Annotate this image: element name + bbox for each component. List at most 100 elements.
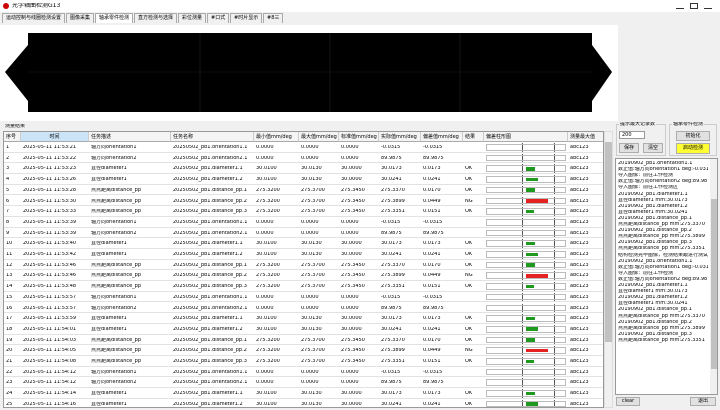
tab[interactable]: 直方检测与选择 bbox=[134, 13, 178, 23]
log-scroll-thumb[interactable] bbox=[711, 199, 717, 369]
table-cell: 直径diameter1 bbox=[91, 391, 127, 397]
table-cell: abc123 bbox=[570, 145, 589, 150]
column-header[interactable]: 结果 bbox=[463, 132, 484, 142]
log-line: 导入图像：前往工作检测区 bbox=[618, 185, 679, 191]
table-row[interactable] bbox=[4, 260, 603, 271]
table-row[interactable] bbox=[4, 303, 603, 314]
log-line: 点点距离distance_pp mm:275.3899 bbox=[618, 325, 705, 331]
column-header[interactable]: 最小值mm/deg bbox=[254, 132, 299, 142]
table-scroll-thumb[interactable] bbox=[605, 142, 612, 342]
table-cell: 0.0241 bbox=[423, 326, 441, 332]
table-cell: abc123 bbox=[570, 401, 589, 407]
table-row[interactable] bbox=[4, 345, 603, 356]
table-cell: 0.0241 bbox=[423, 177, 441, 183]
tab[interactable]: #口式 bbox=[207, 13, 230, 23]
table-cell: 轴方向orientation2 bbox=[91, 155, 137, 161]
table-row[interactable] bbox=[4, 367, 603, 378]
record-input[interactable]: 200 bbox=[619, 131, 645, 139]
table-cell: 16 bbox=[6, 305, 13, 311]
table-row[interactable] bbox=[4, 324, 603, 335]
table-row[interactable] bbox=[4, 206, 603, 217]
table-cell: 20250502_pb1.diameter1.1 bbox=[173, 316, 243, 322]
table-row[interactable] bbox=[4, 185, 603, 196]
table-cell: abc123 bbox=[570, 305, 589, 311]
table-cell: abc123 bbox=[570, 177, 589, 183]
init-button[interactable]: 初始化 bbox=[676, 131, 710, 141]
table-cell: 0.0000 bbox=[301, 145, 319, 150]
table-row[interactable] bbox=[4, 217, 603, 228]
table-cell: 轴方向orientation1 bbox=[91, 369, 137, 375]
tab[interactable]: 彩位测量 bbox=[178, 13, 207, 23]
table-cell: 11 bbox=[6, 252, 13, 257]
column-header[interactable]: 时间 bbox=[21, 132, 89, 142]
tab[interactable]: #8三 bbox=[263, 13, 284, 23]
column-header[interactable]: 偏差柱形图 bbox=[484, 132, 568, 142]
bar-cell-limit bbox=[522, 367, 523, 377]
tab[interactable]: 运动控制与线圈检测设置 bbox=[2, 13, 66, 23]
table-cell: 30.0130 bbox=[301, 166, 322, 172]
bar-cell-frame bbox=[486, 368, 566, 376]
table-cell: 2025-05-11 11:54:14 bbox=[23, 391, 77, 397]
table-cell: 0.0000 bbox=[256, 219, 274, 225]
column-header[interactable]: 标准值mm/deg bbox=[339, 132, 379, 142]
table-row[interactable] bbox=[4, 153, 603, 164]
log-line: 20190902_pb1.diameter1.2 bbox=[618, 295, 688, 301]
table-cell: 30.0000 bbox=[341, 326, 362, 332]
table-cell: OK bbox=[465, 359, 473, 364]
column-header[interactable]: 序号 bbox=[4, 132, 21, 142]
table-row[interactable] bbox=[4, 335, 603, 346]
table-row[interactable] bbox=[4, 388, 603, 399]
table-cell: 20250502_pb1.orientation1.1 bbox=[173, 294, 248, 300]
tab[interactable]: 轴承零件检测 bbox=[95, 13, 134, 23]
table-row[interactable] bbox=[4, 292, 603, 303]
column-header[interactable]: 最大值mm/deg bbox=[299, 132, 339, 142]
table-cell: 0.0151 bbox=[423, 209, 441, 215]
bar-cell-limit bbox=[554, 389, 555, 398]
column-header[interactable]: 偏差值mm/deg bbox=[421, 132, 463, 142]
log-line: 20190902_pb1.diameter1.1 bbox=[618, 191, 688, 197]
window-max-button[interactable] bbox=[690, 3, 698, 9]
table-cell: 直径diameter1 bbox=[91, 316, 127, 322]
table-row[interactable] bbox=[4, 249, 603, 260]
table-cell: abc123 bbox=[570, 284, 589, 290]
bar-cell-limit bbox=[522, 303, 523, 313]
table-row[interactable] bbox=[4, 196, 603, 207]
table-row[interactable] bbox=[4, 377, 603, 389]
window-min-button[interactable] bbox=[676, 3, 684, 9]
bar-cell-limit bbox=[522, 196, 523, 206]
table-cell: 直径diameter1 bbox=[91, 401, 127, 407]
table-row[interactable] bbox=[4, 281, 603, 292]
table-cell: 275.3700 bbox=[301, 187, 325, 193]
column-header[interactable]: 任务名称 bbox=[171, 132, 254, 142]
bar-cell-limit bbox=[554, 399, 555, 407]
column-header[interactable]: 任务描述 bbox=[89, 132, 171, 142]
table-cell: NG bbox=[465, 198, 473, 204]
deviation-bar bbox=[526, 348, 549, 353]
table-row[interactable] bbox=[4, 356, 603, 367]
table-row[interactable] bbox=[4, 142, 603, 153]
save-button[interactable]: 保存 bbox=[619, 143, 639, 153]
table-row[interactable] bbox=[4, 270, 603, 282]
table-row[interactable] bbox=[4, 238, 603, 249]
table-row[interactable] bbox=[4, 228, 603, 239]
table-cell: 30.0100 bbox=[256, 252, 277, 257]
column-header[interactable]: 测量最大值 bbox=[568, 132, 603, 142]
table-row[interactable] bbox=[4, 174, 603, 185]
tab[interactable]: 图像采集 bbox=[66, 13, 95, 23]
window-close-button[interactable] bbox=[704, 3, 712, 9]
bar-cell-limit bbox=[522, 217, 523, 227]
table-cell: 2025-05-11 11:53:57 bbox=[23, 305, 77, 311]
log-clear-button[interactable]: clear bbox=[616, 397, 640, 406]
table-row[interactable] bbox=[4, 313, 603, 324]
start-button[interactable]: 启动检测 bbox=[676, 143, 710, 154]
clear-button[interactable]: 清空 bbox=[643, 143, 663, 153]
table-cell: 275.3700 bbox=[301, 262, 325, 268]
table-cell: 89.9875 bbox=[423, 230, 444, 236]
column-header[interactable]: 实际值mm/deg bbox=[379, 132, 421, 142]
exit-button[interactable]: 退出 bbox=[690, 397, 716, 406]
table-cell: abc123 bbox=[570, 326, 589, 332]
table-row[interactable] bbox=[4, 163, 603, 175]
table-cell: OK bbox=[465, 316, 473, 322]
table-cell: 0.0173 bbox=[423, 166, 441, 172]
tab[interactable]: #时片显示 bbox=[230, 13, 263, 23]
